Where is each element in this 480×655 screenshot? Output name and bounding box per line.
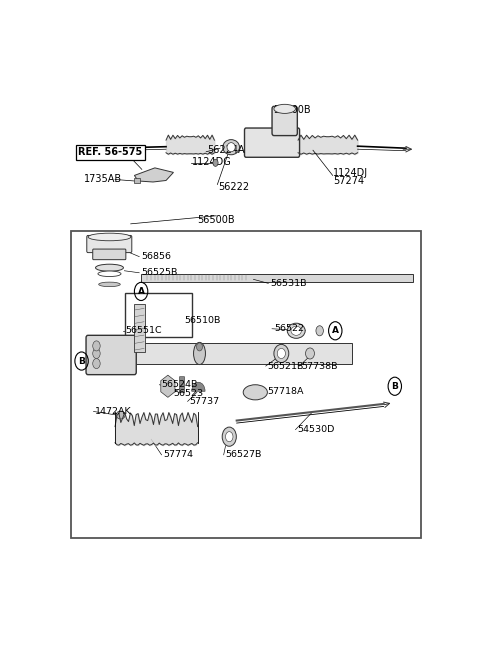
Ellipse shape: [226, 432, 233, 441]
Ellipse shape: [243, 384, 267, 400]
Ellipse shape: [88, 233, 131, 241]
Ellipse shape: [277, 348, 286, 358]
FancyBboxPatch shape: [272, 106, 297, 136]
FancyBboxPatch shape: [141, 274, 413, 282]
Text: 56524B: 56524B: [161, 381, 198, 389]
Ellipse shape: [99, 282, 120, 287]
Text: 56525B: 56525B: [141, 269, 178, 277]
Text: 57737: 57737: [190, 397, 219, 406]
Text: A: A: [332, 326, 339, 335]
Text: 56522: 56522: [274, 324, 304, 333]
FancyBboxPatch shape: [87, 235, 132, 253]
Circle shape: [196, 343, 203, 351]
Ellipse shape: [193, 343, 205, 365]
Ellipse shape: [227, 143, 235, 152]
Circle shape: [93, 348, 100, 358]
Ellipse shape: [96, 264, 123, 271]
Text: 56500B: 56500B: [273, 105, 311, 115]
Ellipse shape: [274, 104, 296, 113]
Text: A: A: [138, 287, 144, 296]
Text: 56500B: 56500B: [197, 215, 235, 225]
Text: B: B: [391, 382, 398, 391]
Text: 1472AK: 1472AK: [96, 407, 132, 416]
Text: 56222: 56222: [218, 181, 249, 191]
Ellipse shape: [222, 427, 236, 446]
Text: 56856: 56856: [141, 252, 171, 261]
Ellipse shape: [98, 271, 121, 276]
Ellipse shape: [291, 326, 301, 335]
Circle shape: [93, 358, 100, 369]
Ellipse shape: [274, 345, 289, 363]
FancyBboxPatch shape: [125, 343, 352, 364]
Circle shape: [93, 341, 100, 351]
Text: 54530D: 54530D: [297, 425, 335, 434]
Text: 56521B: 56521B: [267, 362, 304, 371]
Text: 56510B: 56510B: [185, 316, 221, 325]
Text: B: B: [78, 356, 85, 365]
FancyBboxPatch shape: [180, 377, 185, 393]
FancyBboxPatch shape: [134, 178, 140, 183]
Text: 56523: 56523: [173, 389, 204, 398]
Text: 56224A: 56224A: [207, 145, 245, 155]
FancyBboxPatch shape: [86, 335, 136, 375]
FancyBboxPatch shape: [134, 303, 145, 352]
Text: 1124DJ: 1124DJ: [334, 168, 369, 178]
Ellipse shape: [288, 323, 305, 339]
Text: 1735AB: 1735AB: [84, 174, 122, 185]
Text: 57274: 57274: [334, 176, 364, 186]
Text: 57774: 57774: [163, 451, 193, 459]
Wedge shape: [192, 383, 205, 391]
Ellipse shape: [316, 326, 324, 336]
FancyBboxPatch shape: [71, 231, 421, 538]
Ellipse shape: [306, 348, 314, 359]
FancyBboxPatch shape: [125, 293, 192, 337]
Text: 56527B: 56527B: [226, 451, 262, 459]
Ellipse shape: [116, 411, 125, 419]
Ellipse shape: [223, 140, 240, 155]
Text: 57738B: 57738B: [301, 362, 337, 371]
Text: 1124DG: 1124DG: [192, 157, 232, 167]
Text: 56531B: 56531B: [270, 279, 307, 288]
Text: 56551C: 56551C: [125, 326, 162, 335]
Polygon shape: [134, 168, 173, 182]
Text: 57718A: 57718A: [267, 387, 304, 396]
Circle shape: [213, 159, 218, 166]
Text: REF. 56-575: REF. 56-575: [78, 147, 143, 157]
FancyBboxPatch shape: [244, 128, 300, 157]
FancyBboxPatch shape: [93, 249, 126, 259]
